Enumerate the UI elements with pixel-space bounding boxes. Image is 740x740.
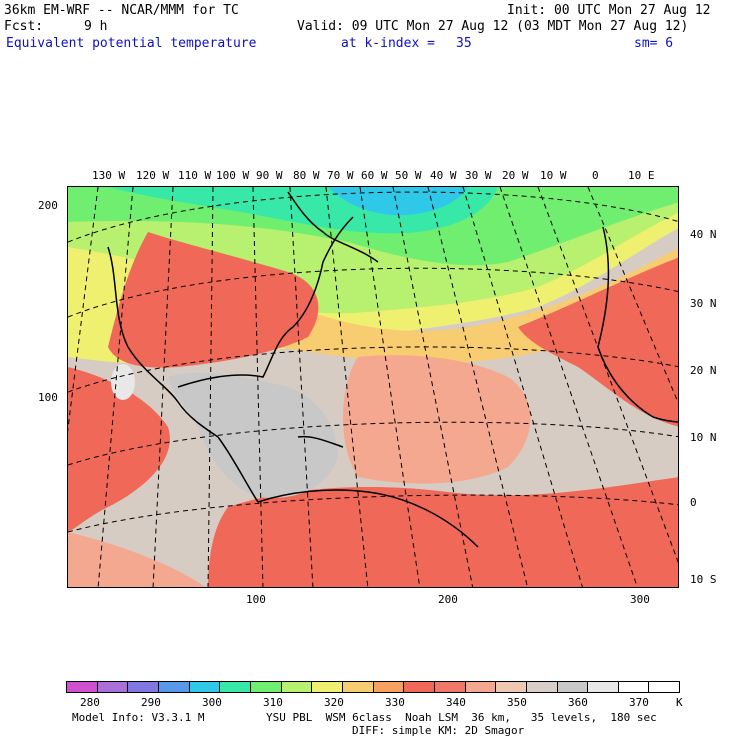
legend-value: 300 xyxy=(202,696,222,709)
legend-swatch xyxy=(618,682,650,692)
legend-swatch xyxy=(250,682,282,692)
lon-label: 120 W xyxy=(136,169,170,182)
field-name: Equivalent potential temperature xyxy=(6,36,257,51)
legend-value: 290 xyxy=(141,696,161,709)
forecast-label: Fcst: xyxy=(4,19,44,34)
lon-label: 50 W xyxy=(395,169,422,182)
legend-swatch xyxy=(434,682,466,692)
legend-swatch xyxy=(97,682,129,692)
legend-value: 280 xyxy=(80,696,100,709)
legend-value: 360 xyxy=(568,696,588,709)
legend-swatch xyxy=(158,682,190,692)
lat-label: 40 N xyxy=(690,228,717,241)
legend-swatch xyxy=(312,682,343,692)
graticule xyxy=(68,187,678,587)
region-sw-salmon xyxy=(68,532,206,587)
legend-swatch xyxy=(404,682,435,692)
lon-label: 90 W xyxy=(256,169,283,182)
lon-label: 70 W xyxy=(327,169,354,182)
legend-unit: K xyxy=(676,696,683,709)
lat-label: 0 xyxy=(690,496,697,509)
lon-label: 100 W xyxy=(216,169,250,182)
legend-swatch xyxy=(189,682,221,692)
legend-swatch xyxy=(557,682,589,692)
legend-swatch xyxy=(649,682,680,692)
valid-time: Valid: 09 UTC Mon 27 Aug 12 (03 MDT Mon … xyxy=(297,19,689,34)
lon-label: 30 W xyxy=(465,169,492,182)
legend-color-bar xyxy=(66,681,680,693)
grid-x-label: 200 xyxy=(438,593,458,606)
region-conus-red xyxy=(108,232,319,368)
legend-swatch xyxy=(373,682,405,692)
legend-swatch xyxy=(496,682,527,692)
lon-label: 10 W xyxy=(540,169,567,182)
lat-label: 10 S xyxy=(690,573,717,586)
lat-label: 30 N xyxy=(690,297,717,310)
legend-swatch xyxy=(465,682,497,692)
region-salmon xyxy=(343,355,531,484)
legend-swatch xyxy=(526,682,558,692)
region-atlantic-red xyxy=(518,257,678,427)
region-south-red xyxy=(208,477,678,587)
coastlines xyxy=(107,191,678,548)
legend-swatch xyxy=(588,682,619,692)
legend-swatch xyxy=(128,682,159,692)
lon-label: 10 E xyxy=(628,169,655,182)
legend-swatch xyxy=(281,682,313,692)
lat-label: 20 N xyxy=(690,364,717,377)
lon-label: 130 W xyxy=(92,169,126,182)
grid-x-label: 100 xyxy=(246,593,266,606)
legend-value: 330 xyxy=(385,696,405,709)
level-label: at k-index = xyxy=(341,36,435,51)
theta-e-map xyxy=(67,186,679,588)
physics-info: YSU PBL WSM 6class Noah LSM 36 km, 35 le… xyxy=(266,711,657,724)
model-title: 36km EM-WRF -- NCAR/MMM for TC xyxy=(4,3,239,18)
map-canvas xyxy=(68,187,678,587)
legend-swatch xyxy=(67,682,98,692)
legend-value: 350 xyxy=(507,696,527,709)
grid-y-label: 200 xyxy=(38,199,58,212)
grid-y-label: 100 xyxy=(38,391,58,404)
legend-value: 340 xyxy=(446,696,466,709)
diffusion-info: DIFF: simple KM: 2D Smagor xyxy=(352,724,525,737)
lon-label: 0 xyxy=(592,169,599,182)
legend-value: 370 xyxy=(629,696,649,709)
forecast-hour: 9 h xyxy=(84,19,108,34)
model-info: Model Info: V3.3.1 M xyxy=(72,711,205,724)
legend-value: 310 xyxy=(263,696,283,709)
init-time: Init: 00 UTC Mon 27 Aug 12 xyxy=(507,3,711,18)
lon-label: 110 W xyxy=(178,169,212,182)
grid-x-label: 300 xyxy=(630,593,650,606)
lon-label: 80 W xyxy=(293,169,320,182)
legend-swatch xyxy=(342,682,374,692)
region-pacific-red xyxy=(68,367,170,532)
smoothing-label: sm= 6 xyxy=(634,36,674,51)
region-mexico-white xyxy=(111,364,135,400)
lon-label: 40 W xyxy=(430,169,457,182)
lon-label: 60 W xyxy=(361,169,388,182)
lon-label: 20 W xyxy=(502,169,529,182)
legend-value: 320 xyxy=(324,696,344,709)
lat-label: 10 N xyxy=(690,431,717,444)
level-value: 35 xyxy=(456,36,472,51)
legend-swatch xyxy=(220,682,251,692)
